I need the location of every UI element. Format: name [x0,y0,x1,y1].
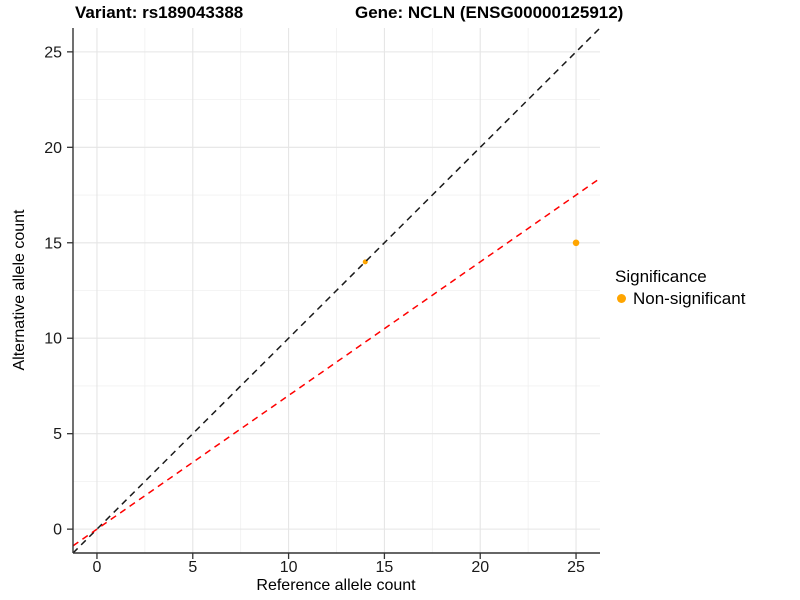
identity-line [73,28,600,553]
gridlines-major [73,28,600,553]
legend-item-label: Non-significant [633,289,746,308]
y-tick-label: 15 [44,235,62,252]
tick-marks [67,51,577,559]
legend-point-icon [617,294,626,303]
y-tick-label: 10 [44,331,62,348]
y-tick-label: 25 [44,44,62,61]
reference-lines [73,28,600,553]
y-tick-label: 20 [44,140,62,157]
tick-labels: 0 5 10 15 20 25 0 5 10 15 20 25 [44,44,585,576]
y-tick-label: 5 [53,426,62,443]
axes [72,28,600,554]
plot-title-variant: Variant: rs189043388 [75,3,244,22]
x-tick-label: 5 [188,559,197,576]
data-point [572,239,580,247]
x-axis-title: Reference allele count [256,577,416,594]
y-axis-title: Alternative allele count [11,209,28,371]
legend: Significance Non-significant [615,266,745,309]
legend-item-non-significant: Non-significant [615,288,745,309]
x-tick-label: 20 [471,559,489,576]
threshold-line [73,177,600,547]
y-tick-label: 0 [53,522,62,539]
x-tick-label: 25 [567,559,585,576]
x-tick-label: 10 [280,559,298,576]
legend-title: Significance [615,267,707,286]
gridlines-minor [73,28,600,553]
x-tick-label: 15 [376,559,394,576]
plot-title-gene: Gene: NCLN (ENSG00000125912) [355,3,624,22]
x-tick-label: 0 [93,559,102,576]
